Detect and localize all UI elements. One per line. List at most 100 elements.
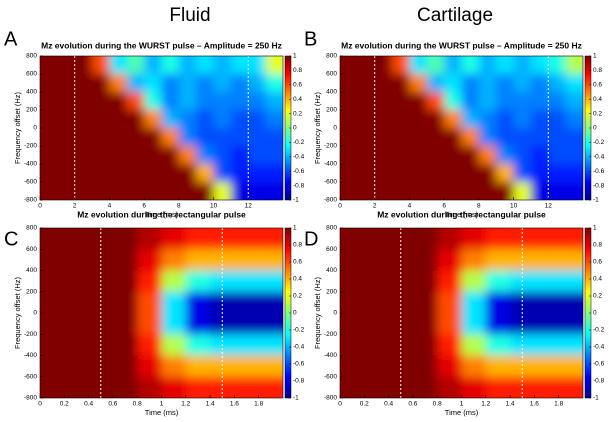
x-tick-label: 4 (108, 203, 112, 210)
panel: B Mz evolution during the WURST pulse – A… (304, 28, 605, 219)
y-tick-label: 0 (33, 310, 37, 317)
heatmap-cell (265, 146, 283, 165)
colorbar-tick-label: -0.2 (593, 139, 605, 146)
y-tick-label: 800 (326, 53, 337, 60)
colorbar-tick-label: -0.6 (593, 168, 605, 175)
y-tick-label: 200 (326, 107, 337, 114)
heatmap-cell (461, 92, 480, 111)
heatmap-cell (234, 291, 260, 314)
heatmap-cell (57, 92, 76, 111)
colorbar-tick-label: -1 (293, 197, 299, 204)
heatmap-cell (485, 291, 511, 314)
heatmap-cell (565, 182, 583, 200)
heatmap-cell (426, 74, 445, 93)
heatmap-cell (213, 56, 232, 75)
x-tick-label: 0.4 (84, 401, 93, 408)
x-tick-label: 0.8 (133, 401, 142, 408)
heatmap-cell (230, 182, 249, 200)
heatmap-cell (485, 355, 511, 378)
heatmap-cell (161, 249, 187, 271)
heatmap-cell (178, 92, 197, 111)
heatmap-cell (412, 313, 438, 335)
x-tick-label: 6 (442, 203, 446, 210)
heatmap-cell (496, 128, 515, 147)
heatmap-cell (161, 270, 187, 293)
x-tick-label: 1.4 (506, 401, 515, 408)
x-tick-label: 1.4 (206, 401, 215, 408)
heatmap-cell (530, 56, 549, 75)
panel-letter: C (4, 228, 18, 250)
x-tick-label: 1.2 (181, 401, 190, 408)
x-tick-label: 1.2 (481, 401, 490, 408)
heatmap-cell (144, 56, 162, 75)
heatmap-cell (357, 182, 376, 200)
y-tick-label: -200 (324, 143, 337, 150)
heatmap-cell (409, 92, 428, 111)
x-tick-label: 1.8 (254, 401, 263, 408)
heatmap-cell (74, 92, 93, 111)
heatmap-cell (485, 376, 511, 398)
heatmap-cell (364, 334, 390, 356)
heatmap-cell (213, 92, 232, 111)
heatmap-cell (40, 110, 58, 129)
heatmap-cell (112, 249, 138, 271)
colorbar-tick-label: 0.6 (293, 82, 302, 89)
heatmap-cell (444, 128, 462, 147)
colorbar-tick-label: -0.4 (293, 344, 305, 351)
plot-area (340, 228, 583, 398)
heatmap-cell (40, 74, 58, 93)
heatmap-cell (364, 228, 390, 250)
heatmap-cell (57, 146, 76, 165)
heatmap-cell (185, 355, 211, 378)
heatmap-cell (40, 334, 65, 356)
heatmap-cell (409, 128, 428, 147)
heatmap-cell (444, 74, 462, 93)
heatmap-cell (40, 376, 65, 398)
heatmap-cell (57, 110, 76, 129)
heatmap-cell (161, 228, 187, 250)
heatmap-cell (374, 128, 393, 147)
colorbar-tick-label: 1 (593, 225, 597, 232)
colorbar-tick-label: -0.8 (293, 378, 305, 385)
x-axis-label: Time (ms) (145, 408, 179, 417)
y-tick-label: 0 (33, 125, 37, 132)
heatmap-cell (57, 74, 76, 93)
x-tick-label: 10 (210, 203, 218, 210)
heatmap-cell (364, 249, 390, 271)
heatmap-cell (213, 146, 232, 165)
y-tick-label: 200 (326, 288, 337, 295)
heatmap-cell (565, 74, 583, 93)
heatmap-cell (461, 355, 487, 378)
heatmap-cell (426, 146, 445, 165)
heatmap-cell (74, 182, 93, 200)
heatmap-cell (340, 146, 358, 165)
heatmap-cell (196, 146, 215, 165)
panel: A Mz evolution during the WURST pulse – A… (4, 28, 305, 219)
heatmap-cell (496, 56, 515, 75)
heatmap-cell (340, 313, 365, 335)
heatmap-cell (265, 182, 283, 200)
x-tick-label: 0.4 (384, 401, 393, 408)
heatmap-cell (534, 334, 560, 356)
heatmap-cell (161, 376, 187, 398)
heatmap-cell (196, 110, 215, 129)
x-tick-label: 1 (460, 401, 464, 408)
x-tick-label: 0.6 (108, 401, 117, 408)
heatmap-cell (74, 56, 93, 75)
heatmap-cell (513, 146, 532, 165)
heatmap-cell (558, 376, 583, 398)
panel-letter: A (4, 28, 18, 50)
heatmap-cell (234, 355, 260, 378)
heatmap-cell (513, 74, 532, 93)
heatmap-cell (234, 249, 260, 271)
heatmap-cell (510, 228, 535, 250)
heatmap-cell (230, 146, 249, 165)
x-tick-label: 1.8 (554, 401, 563, 408)
heatmap-cell (461, 376, 487, 398)
heatmap-cell (437, 291, 462, 314)
heatmap-cell (57, 182, 76, 200)
panel-title: Mz evolution during the rectangular puls… (377, 209, 546, 219)
heatmap-cell (530, 128, 549, 147)
heatmap-cell (64, 291, 90, 314)
